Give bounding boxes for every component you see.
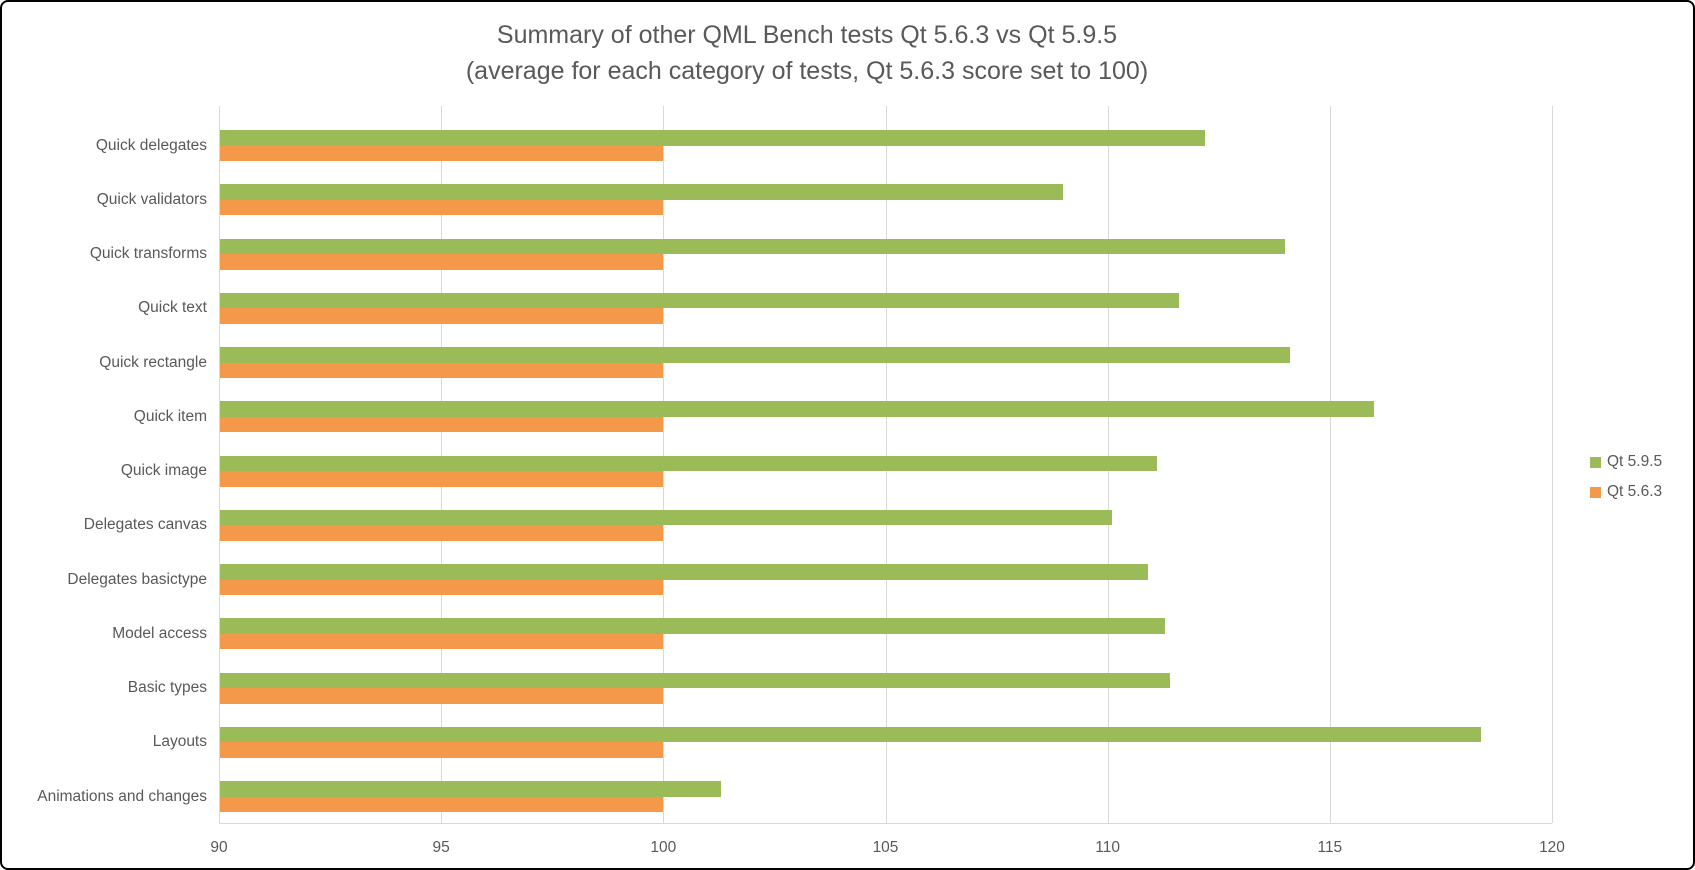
bar-qt-5-9-5 [220, 618, 1166, 634]
legend: Qt 5.9.5 Qt 5.6.3 [1590, 453, 1662, 513]
bar-qt-5-9-5 [220, 455, 1157, 471]
bar-qt-5-6-3 [220, 471, 664, 487]
bar-qt-5-9-5 [220, 672, 1170, 688]
category-label: Quick delegates [95, 136, 207, 154]
legend-swatch-qt-5-9-5-icon [1590, 456, 1601, 468]
x-axis-line [219, 823, 1552, 824]
x-axis-tick-label: 115 [1317, 839, 1343, 856]
category-label: Quick validators [96, 190, 207, 208]
bar-qt-5-9-5 [220, 726, 1481, 743]
x-axis-tick-label: 105 [872, 839, 899, 856]
bar-qt-5-6-3 [220, 416, 664, 433]
category-label: Animations and changes [37, 787, 207, 805]
bar-qt-5-9-5 [220, 781, 722, 797]
bar-qt-5-6-3 [220, 688, 664, 704]
bar-qt-5-6-3 [220, 254, 664, 270]
chart-title-line1: Summary of other QML Bench tests Qt 5.6.… [496, 21, 1118, 49]
bar-qt-5-9-5 [220, 401, 1375, 417]
category-label: Model access [112, 624, 207, 642]
bar-qt-5-9-5 [220, 130, 1206, 146]
bar-qt-5-6-3 [220, 742, 664, 758]
category-label: Layouts [152, 733, 207, 751]
category-label: Delegates basictype [67, 570, 207, 588]
bar-qt-5-9-5 [220, 184, 1064, 200]
chart-title: Summary of other QML Bench tests Qt 5.6.… [2, 18, 1612, 89]
bar-qt-5-6-3 [220, 199, 664, 216]
legend-swatch-qt-5-6-3-icon [1590, 486, 1601, 498]
legend-item-qt-5-6-3: Qt 5.6.3 [1590, 483, 1662, 501]
category-label: Quick rectangle [99, 353, 207, 371]
bar-qt-5-9-5 [220, 347, 1290, 363]
bar-qt-5-9-5 [220, 292, 1179, 309]
legend-item-qt-5-9-5: Qt 5.9.5 [1590, 453, 1662, 471]
bar-qt-5-6-3 [220, 579, 664, 595]
bar-qt-5-9-5 [220, 238, 1286, 254]
x-gridline [1552, 106, 1553, 823]
bar-qt-5-6-3 [220, 796, 664, 812]
bar-qt-5-6-3 [220, 145, 664, 161]
legend-label-qt-5-6-3: Qt 5.6.3 [1607, 483, 1663, 500]
x-axis-tick-label: 120 [1539, 839, 1565, 856]
category-label: Quick image [120, 462, 207, 479]
x-gridline [219, 106, 220, 823]
bar-qt-5-6-3 [220, 362, 664, 378]
x-gridline [1329, 106, 1331, 823]
chart-title-line2: (average for each category of tests, Qt … [465, 56, 1149, 85]
category-label: Quick text [138, 299, 207, 317]
bar-qt-5-6-3 [220, 633, 664, 650]
x-axis-tick-label: 90 [210, 839, 228, 856]
x-axis-tick-label: 110 [1095, 839, 1121, 856]
bar-qt-5-9-5 [220, 564, 1148, 580]
bar-qt-5-9-5 [220, 509, 1113, 526]
x-axis-tick-label: 100 [650, 839, 677, 856]
category-label: Quick transforms [89, 245, 207, 262]
category-label: Basic types [127, 679, 207, 696]
x-axis-tick-label: 95 [432, 839, 450, 856]
category-label: Quick item [133, 407, 207, 425]
legend-label-qt-5-9-5: Qt 5.9.5 [1607, 453, 1663, 470]
bar-qt-5-6-3 [220, 525, 664, 541]
bar-qt-5-6-3 [220, 308, 664, 324]
category-label: Delegates canvas [83, 516, 207, 534]
